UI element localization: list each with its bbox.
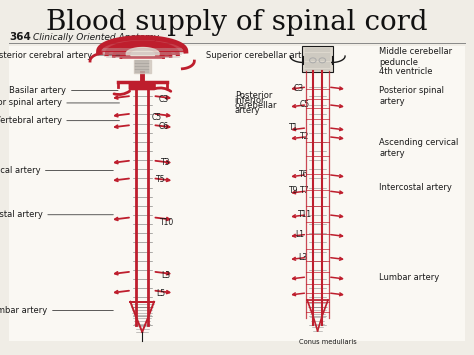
Text: T9: T9	[289, 186, 299, 196]
Text: Middle cerebellar
peduncle: Middle cerebellar peduncle	[379, 47, 452, 67]
FancyBboxPatch shape	[302, 46, 333, 72]
Text: C6: C6	[159, 122, 169, 131]
FancyBboxPatch shape	[129, 84, 155, 89]
Text: Lumbar artery: Lumbar artery	[0, 306, 47, 315]
Text: 4th ventricle: 4th ventricle	[379, 67, 433, 76]
Text: T5: T5	[156, 175, 166, 185]
Text: Posterior spinal
artery: Posterior spinal artery	[379, 86, 444, 106]
Text: T6: T6	[299, 170, 308, 179]
Text: Posterior: Posterior	[235, 91, 272, 100]
Text: Posterior cerebral artery: Posterior cerebral artery	[0, 50, 92, 60]
Text: 364: 364	[9, 32, 31, 42]
Text: C5: C5	[152, 113, 162, 122]
Text: Ascending cervical artery: Ascending cervical artery	[0, 166, 40, 175]
Text: T11: T11	[298, 210, 312, 219]
Text: Ascending cervical
artery: Ascending cervical artery	[379, 138, 458, 158]
Text: cerebellar: cerebellar	[235, 101, 277, 110]
Text: T2: T2	[300, 132, 309, 141]
Text: Vertebral artery: Vertebral artery	[0, 116, 62, 125]
Text: Blood supply of spinal cord: Blood supply of spinal cord	[46, 9, 428, 36]
Text: Anterior spinal artery: Anterior spinal artery	[0, 98, 62, 108]
Text: C5: C5	[300, 100, 310, 109]
Text: Clinically Oriented Anatomy: Clinically Oriented Anatomy	[33, 33, 159, 42]
Text: C3: C3	[294, 83, 304, 93]
Text: L3: L3	[299, 253, 308, 262]
Text: T1: T1	[289, 123, 299, 132]
Text: Superior cerebellar artery: Superior cerebellar artery	[206, 50, 315, 60]
Text: L5: L5	[156, 289, 165, 299]
Text: Lumbar artery: Lumbar artery	[379, 273, 439, 282]
Text: Conus medullaris: Conus medullaris	[299, 339, 356, 344]
Text: C3: C3	[159, 95, 169, 104]
Text: inferior: inferior	[235, 96, 265, 105]
Text: Intercostal artery: Intercostal artery	[0, 210, 43, 219]
Text: Intercostal artery: Intercostal artery	[379, 182, 452, 192]
FancyBboxPatch shape	[9, 46, 465, 341]
Text: T3: T3	[161, 158, 171, 167]
Text: Basilar artery: Basilar artery	[9, 86, 66, 95]
Text: L3: L3	[161, 271, 170, 280]
Text: artery: artery	[235, 106, 260, 115]
Text: T7: T7	[300, 186, 309, 196]
Text: L1: L1	[295, 230, 304, 239]
Text: T10: T10	[160, 218, 174, 227]
